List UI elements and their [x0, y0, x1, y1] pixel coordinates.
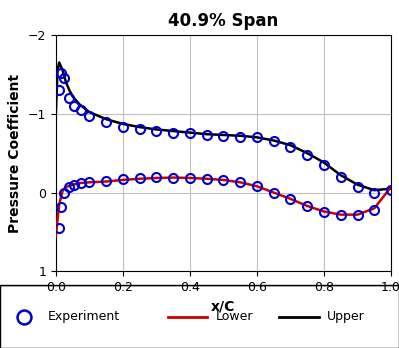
Text: Upper: Upper: [327, 310, 365, 323]
Text: Experiment: Experiment: [48, 310, 120, 323]
Y-axis label: Pressure Coefficient: Pressure Coefficient: [8, 73, 22, 233]
X-axis label: x/C: x/C: [211, 300, 236, 314]
Text: Lower: Lower: [215, 310, 253, 323]
Title: 40.9% Span: 40.9% Span: [168, 13, 279, 31]
